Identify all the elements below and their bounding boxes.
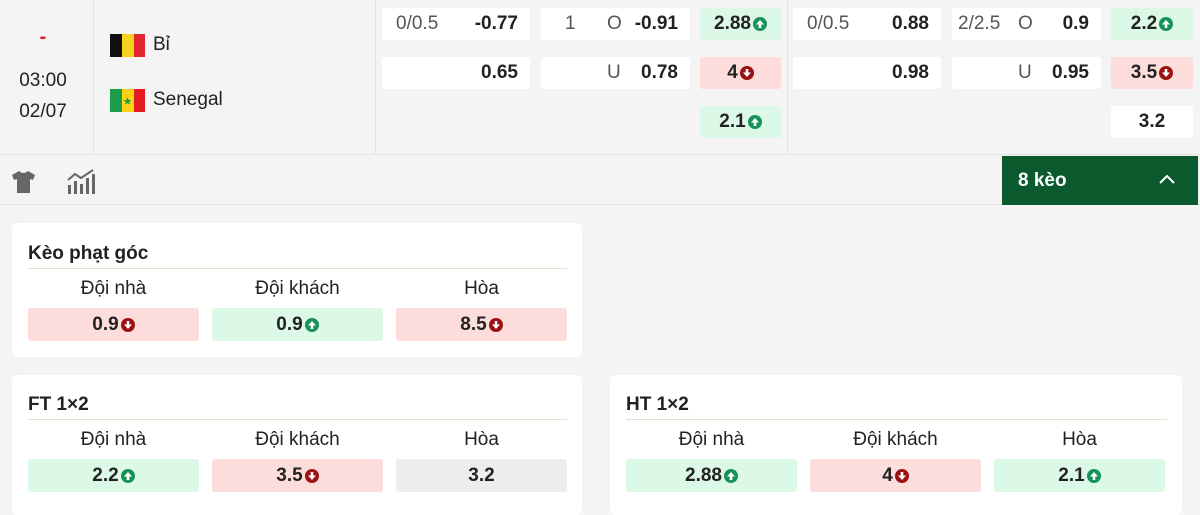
odds-value: 2.2 (1130, 13, 1158, 34)
odds-box[interactable]: U 0.78 (541, 57, 690, 89)
trend-up (120, 468, 135, 483)
column-header: Đội khách (853, 429, 938, 450)
away-team[interactable]: Senegal (153, 89, 223, 110)
odds-cell[interactable]: 8.5 (396, 308, 567, 341)
odds-value: 2.1 (719, 111, 746, 132)
trend-down (739, 66, 754, 80)
trend-down (488, 317, 503, 332)
odds-price: 0.9 (1062, 13, 1089, 34)
odds-value: 3.2 (468, 464, 495, 486)
odds-side: O (1018, 13, 1033, 34)
odds-value: 4 (882, 464, 893, 486)
odds-box[interactable]: 0/0.5 -0.77 (382, 8, 530, 40)
odds-price: 0.65 (481, 62, 518, 83)
odds-cell[interactable]: 2.1 (994, 459, 1165, 492)
odds-box[interactable]: U 0.95 (952, 57, 1101, 89)
trend-up (1086, 468, 1101, 483)
trend-down (894, 468, 909, 483)
odds-side: U (1018, 62, 1032, 83)
odds-side: U (607, 62, 621, 83)
odds-price: -0.91 (634, 13, 678, 34)
odds-cell[interactable]: 4 (810, 459, 981, 492)
odds-box[interactable]: 1 O -0.91 (541, 8, 690, 40)
panel-title: FT 1×2 (28, 394, 89, 415)
divider (787, 0, 788, 155)
more-odds-button[interactable]: 8 kèo (1002, 156, 1198, 205)
odds-value: 2.2 (92, 464, 119, 486)
odds-cell[interactable]: 2.88 (700, 8, 781, 40)
column-header: Hòa (1062, 429, 1097, 450)
odds-price: -0.77 (474, 13, 518, 34)
odds-cell[interactable]: 2.1 (700, 106, 781, 138)
odds-box[interactable]: 0.65 (382, 57, 530, 89)
odds-line: 0/0.5 (396, 13, 439, 34)
odds-value: 8.5 (460, 313, 487, 335)
trend-down (120, 317, 135, 332)
column-header: Đội khách (255, 278, 340, 299)
time: 03:00 (19, 70, 67, 91)
odds-value: 0.9 (276, 313, 303, 335)
odds-cell[interactable]: 2.88 (626, 459, 797, 492)
divider (375, 0, 376, 155)
panel-rule (626, 419, 1167, 420)
odds-cell[interactable]: 3.2 (1111, 106, 1193, 138)
odds-value: 4 (727, 62, 738, 83)
odds-value: 3.5 (276, 464, 303, 486)
toolbar (0, 156, 1200, 205)
odds-price: 0.88 (892, 13, 929, 34)
flag-away (110, 89, 145, 112)
odds-side: O (607, 13, 622, 34)
odds-cell[interactable]: 0.9 (212, 308, 383, 341)
odds-cell[interactable]: 2.2 (28, 459, 199, 492)
status: - (39, 26, 47, 48)
panel-rule (28, 268, 567, 269)
odds-box[interactable]: 2/2.5 O 0.9 (952, 8, 1101, 40)
odds-cell[interactable]: 3.5 (1111, 57, 1193, 89)
date: 02/07 (19, 101, 67, 122)
odds-value: 2.1 (1058, 464, 1085, 486)
trend-up (1159, 17, 1174, 31)
odds-box[interactable]: 0.98 (793, 57, 941, 89)
more-odds-label: 8 kèo (1018, 170, 1067, 191)
panel-title: Kèo phạt góc (28, 243, 149, 264)
odds-cell[interactable]: 3.5 (212, 459, 383, 492)
column-header: Đội nhà (678, 429, 745, 450)
trend-up (752, 17, 767, 31)
odds-line: 0/0.5 (807, 13, 850, 34)
column-header: Đội khách (255, 429, 340, 450)
odds-cell[interactable]: 4 (700, 57, 781, 89)
column-header: Đội nhà (80, 278, 147, 299)
odds-box[interactable]: 0/0.5 0.88 (793, 8, 941, 40)
panel-title: HT 1×2 (626, 394, 689, 415)
odds-value: 3.2 (1138, 111, 1166, 132)
odds-price: 0.78 (641, 62, 678, 83)
trend-up (747, 115, 762, 129)
home-team[interactable]: Bỉ (153, 34, 170, 55)
divider (93, 0, 94, 155)
column-header: Hòa (464, 278, 499, 299)
odds-cell[interactable]: 3.2 (396, 459, 567, 492)
odds-price: 0.98 (892, 62, 929, 83)
odds-price: 0.95 (1052, 62, 1089, 83)
column-header: Hòa (464, 429, 499, 450)
trend-down (304, 468, 319, 483)
odds-value: 2.88 (685, 464, 722, 486)
trend-up (304, 317, 319, 332)
odds-line: 2/2.5 (958, 13, 1001, 34)
odds-cell[interactable]: 0.9 (28, 308, 199, 341)
lineup-icon[interactable] (11, 170, 36, 194)
stats-icon[interactable] (66, 169, 96, 195)
odds-value: 0.9 (92, 313, 119, 335)
odds-value: 2.88 (714, 13, 751, 34)
chevron-up (1159, 174, 1175, 184)
column-header: Đội nhà (80, 429, 147, 450)
odds-cell[interactable]: 2.2 (1111, 8, 1193, 40)
odds-line: 1 (565, 13, 576, 34)
odds-value: 3.5 (1130, 62, 1158, 83)
flag-home (110, 34, 145, 57)
trend-up (723, 468, 738, 483)
panel-rule (28, 419, 567, 420)
trend-down (1159, 66, 1174, 80)
